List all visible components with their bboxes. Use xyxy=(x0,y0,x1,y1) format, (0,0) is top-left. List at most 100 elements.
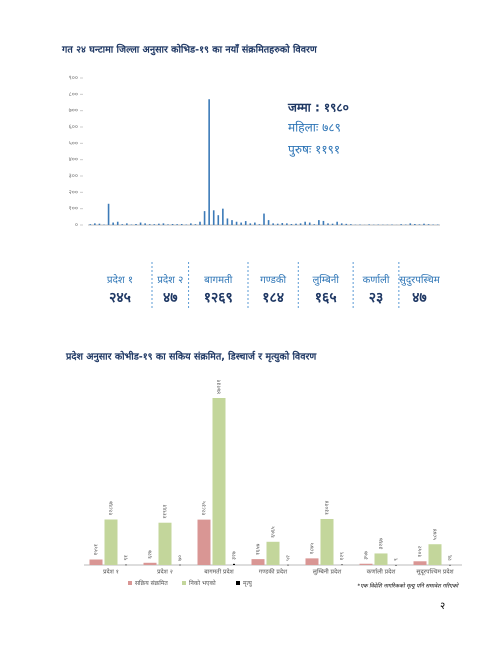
bar xyxy=(144,223,146,225)
bar xyxy=(359,563,373,565)
bar xyxy=(158,223,160,225)
y-tick-label: १०० xyxy=(69,205,78,212)
data-label: ५८७४ xyxy=(433,529,439,541)
data-label: ६५६५ xyxy=(271,526,277,538)
province-label: कर्णाली xyxy=(363,274,390,286)
bar xyxy=(368,224,370,225)
data-label: २६ xyxy=(448,555,454,561)
bar xyxy=(112,222,114,225)
province-total: १६५ xyxy=(315,290,337,306)
bar xyxy=(341,564,343,566)
bar xyxy=(320,518,334,565)
bar xyxy=(418,224,421,225)
bar xyxy=(208,99,210,225)
bar xyxy=(295,223,297,225)
province-label: प्रदेश २ xyxy=(157,274,183,286)
province-total: ४७ xyxy=(163,290,178,306)
bar xyxy=(272,223,274,225)
bar xyxy=(345,223,348,225)
x-tick-label: कर्णाली प्रदेश xyxy=(367,568,397,576)
province-total: २३ xyxy=(369,290,384,306)
bar xyxy=(331,223,334,225)
bar xyxy=(212,210,215,225)
province-total: १८४ xyxy=(262,290,284,306)
bar xyxy=(179,564,181,566)
y-tick-label: ६०० xyxy=(69,124,78,131)
bar xyxy=(153,224,156,225)
x-tick-label: सुदूरपश्चिम प्रदेश xyxy=(416,568,454,576)
chart-title: प्रदेश अनुसार कोभीड-१९ का सकिय संक्रमित,… xyxy=(65,351,317,363)
bar xyxy=(98,223,101,225)
bar xyxy=(267,220,270,225)
data-label: ११९६१ xyxy=(163,504,169,518)
x-tick-label: बागमती प्रदेश xyxy=(204,568,234,576)
data-label: ३२७ xyxy=(232,551,238,560)
x-tick-label: प्रदेश २ xyxy=(157,568,173,576)
bar xyxy=(327,223,329,225)
data-label: १०५२ xyxy=(418,546,424,558)
bar xyxy=(143,562,157,565)
data-label: ७० xyxy=(178,555,184,561)
bar xyxy=(308,222,311,225)
bar xyxy=(249,223,252,225)
legend-swatch xyxy=(182,581,186,585)
bar xyxy=(89,224,92,225)
y-tick-label: २०० xyxy=(69,189,78,196)
annotation: महिलाः ७८९ xyxy=(288,121,341,135)
province-label: गण्डकी xyxy=(260,274,286,286)
legend-swatch xyxy=(236,581,240,585)
bar xyxy=(414,224,416,225)
data-label: ६२७ xyxy=(148,550,154,559)
bar xyxy=(235,221,238,225)
province-label: प्रदेश १ xyxy=(107,274,133,286)
annotation: पुरुषः ११९१ xyxy=(288,143,340,158)
bar xyxy=(266,541,280,565)
y-tick-label: ३०० xyxy=(69,173,78,180)
province-total: १२६९ xyxy=(204,290,233,306)
bar xyxy=(135,224,137,225)
bar xyxy=(171,224,174,225)
bar xyxy=(89,559,103,565)
annotation: जम्मा : १९८० xyxy=(287,101,349,115)
bar xyxy=(226,218,229,225)
bar xyxy=(427,224,430,225)
y-tick-label: ७०० xyxy=(69,107,78,114)
bar xyxy=(233,563,235,565)
bar xyxy=(240,222,242,225)
province-label: सुदुरपस्चिम xyxy=(399,274,441,286)
bar xyxy=(340,223,343,225)
legend-label: सक्रिय संक्रमित xyxy=(135,579,168,587)
data-label: ९ xyxy=(394,558,400,561)
bar xyxy=(287,564,289,566)
y-tick-label: ५०० xyxy=(69,140,78,147)
province-total: २४५ xyxy=(109,290,131,306)
data-label: १८७५ xyxy=(310,543,316,555)
bar xyxy=(121,224,124,225)
province-total: ४७ xyxy=(412,290,427,306)
y-tick-label: ४०० xyxy=(69,156,78,163)
bar xyxy=(281,223,284,225)
data-label: ४७२३१ xyxy=(217,380,223,394)
data-label: १२८६७ xyxy=(109,501,115,515)
bar xyxy=(126,223,128,225)
bar xyxy=(212,398,226,565)
bar xyxy=(148,224,151,225)
y-tick-label: ९०० xyxy=(69,75,78,82)
bar xyxy=(413,561,427,565)
bar xyxy=(395,564,397,566)
bar xyxy=(449,564,451,566)
bar xyxy=(107,203,110,225)
bar xyxy=(125,564,127,566)
data-label: ५२ xyxy=(286,555,292,561)
bar xyxy=(322,220,325,225)
bar xyxy=(158,522,172,565)
page-number: २ xyxy=(440,601,445,612)
bar xyxy=(231,220,233,225)
bar xyxy=(190,223,192,225)
bar xyxy=(251,559,265,565)
bar xyxy=(176,224,178,225)
footnote: *एक विदेशि नागरिकको मृत्यु पनि समावेश गर… xyxy=(357,583,459,590)
data-label: ३५७ xyxy=(364,551,370,560)
bar xyxy=(336,221,338,225)
